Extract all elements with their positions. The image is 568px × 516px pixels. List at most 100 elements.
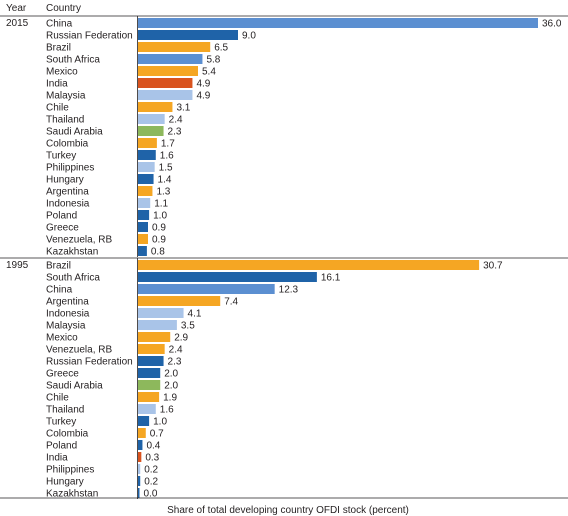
x-axis-label: Share of total developing country OFDI s… — [167, 505, 409, 516]
year-group-1995: 1995 Brazil 30.7 South Africa 16.1 China 12.3 A… — [0, 257, 568, 500]
country-label: India — [46, 453, 68, 464]
country-label: China — [46, 285, 73, 296]
value-label: 5.4 — [202, 67, 216, 78]
value-label: 2.4 — [169, 115, 183, 126]
value-label: 3.5 — [181, 321, 195, 332]
bar — [138, 332, 171, 342]
value-label: 4.9 — [196, 79, 210, 90]
country-label: Poland — [46, 211, 77, 222]
country-label: Philippines — [46, 163, 94, 174]
country-label: Chile — [46, 103, 69, 114]
value-label: 0.8 — [151, 247, 165, 258]
bar — [138, 114, 165, 124]
value-label: 0.7 — [150, 429, 164, 440]
value-label: 16.1 — [321, 273, 341, 284]
bar — [138, 174, 154, 184]
country-label: Philippines — [46, 465, 94, 476]
value-label: 1.5 — [159, 163, 173, 174]
bar — [138, 138, 157, 148]
bar — [138, 42, 211, 52]
value-label: 0.9 — [152, 235, 166, 246]
value-label: 6.5 — [214, 43, 228, 54]
bar — [138, 344, 165, 354]
bar — [138, 210, 150, 220]
value-label: 7.4 — [224, 297, 238, 308]
country-label: Turkey — [46, 417, 76, 428]
country-label: Hungary — [46, 477, 84, 488]
country-label: Turkey — [46, 151, 76, 162]
value-label: 1.7 — [161, 139, 175, 150]
country-label: Mexico — [46, 333, 78, 344]
country-label: Venezuela, RB — [46, 345, 112, 356]
value-label: 2.4 — [169, 345, 183, 356]
country-label: Kazakhstan — [46, 489, 98, 500]
value-label: 1.1 — [154, 199, 168, 210]
bar — [138, 234, 148, 244]
chart-groups: 2015 China 36.0 Russian Federation 9.0 Brazil… — [0, 15, 568, 500]
bar — [138, 222, 148, 232]
value-label: 4.9 — [196, 91, 210, 102]
year-label: 2015 — [6, 18, 29, 29]
value-label: 4.1 — [188, 309, 202, 320]
country-label: Hungary — [46, 175, 84, 186]
value-label: 2.3 — [168, 127, 182, 138]
value-label: 1.3 — [156, 187, 170, 198]
bar — [138, 186, 153, 196]
bar — [138, 18, 538, 28]
value-label: 1.0 — [153, 211, 167, 222]
bar — [138, 428, 146, 438]
bar — [138, 30, 238, 40]
year-column-header: Year — [6, 3, 27, 14]
value-label: 1.0 — [153, 417, 167, 428]
bar — [138, 488, 140, 498]
value-label: 1.4 — [158, 175, 172, 186]
bar — [138, 308, 184, 318]
value-label: 1.6 — [160, 151, 174, 162]
value-label: 0.2 — [144, 465, 158, 476]
value-label: 0.4 — [146, 441, 160, 452]
bar — [138, 260, 480, 270]
country-label: Brazil — [46, 261, 71, 272]
country-label: Brazil — [46, 43, 71, 54]
country-label: Thailand — [46, 115, 84, 126]
bar — [138, 380, 161, 390]
bar — [138, 452, 142, 462]
country-label: Malaysia — [46, 321, 86, 332]
bar — [138, 284, 275, 294]
country-label: Indonesia — [46, 199, 90, 210]
country-label: Kazakhstan — [46, 247, 98, 258]
bar — [138, 464, 141, 474]
value-label: 0.2 — [144, 477, 158, 488]
bar — [138, 440, 143, 450]
bar — [138, 416, 150, 426]
country-label: Chile — [46, 393, 69, 404]
country-label: Thailand — [46, 405, 84, 416]
bar — [138, 272, 317, 282]
country-label: Venezuela, RB — [46, 235, 112, 246]
bar — [138, 126, 164, 136]
country-label: Greece — [46, 223, 79, 234]
year-group-2015: 2015 China 36.0 Russian Federation 9.0 Brazil… — [0, 15, 568, 258]
value-label: 0.3 — [145, 453, 159, 464]
country-label: Argentina — [46, 297, 89, 308]
value-label: 2.9 — [174, 333, 188, 344]
year-label: 1995 — [6, 260, 29, 271]
value-label: 3.1 — [176, 103, 190, 114]
value-label: 5.8 — [206, 55, 220, 66]
bar — [138, 404, 156, 414]
bar — [138, 320, 177, 330]
country-label: Russian Federation — [46, 357, 133, 368]
bar — [138, 392, 160, 402]
value-label: 2.3 — [168, 357, 182, 368]
bar — [138, 162, 155, 172]
country-column-header: Country — [46, 3, 81, 14]
country-label: Argentina — [46, 187, 89, 198]
value-label: 1.9 — [163, 393, 177, 404]
country-label: Colombia — [46, 139, 89, 150]
value-label: 2.0 — [164, 369, 178, 380]
bar — [138, 198, 151, 208]
value-label: 30.7 — [483, 261, 503, 272]
bar — [138, 476, 141, 486]
country-label: China — [46, 19, 73, 30]
